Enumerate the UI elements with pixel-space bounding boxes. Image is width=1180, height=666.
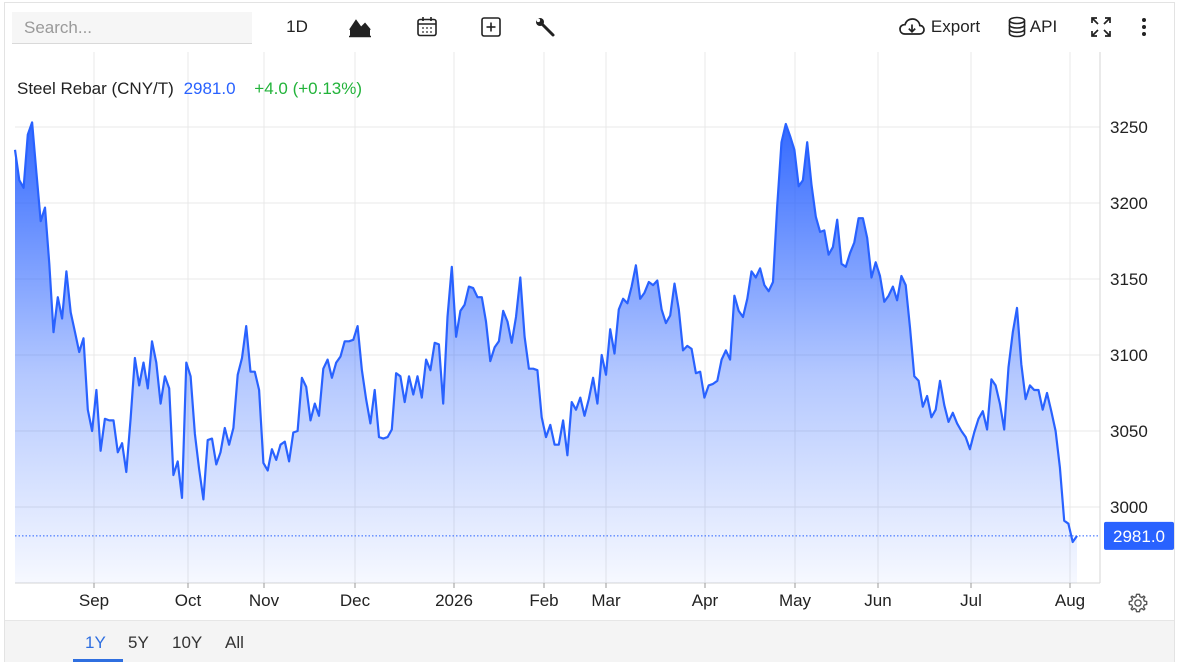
range-tab-all[interactable]: All bbox=[225, 633, 244, 652]
x-tick-label: Jul bbox=[960, 591, 982, 610]
x-tick-label: Aug bbox=[1055, 591, 1085, 610]
search-input[interactable] bbox=[12, 12, 252, 44]
chart-type-button[interactable] bbox=[346, 12, 374, 42]
calendar-icon bbox=[417, 17, 437, 37]
x-tick-label: Nov bbox=[249, 591, 280, 610]
more-vertical-icon bbox=[1142, 18, 1146, 36]
x-tick-label: Jun bbox=[864, 591, 891, 610]
y-tick-label: 3250 bbox=[1110, 118, 1148, 137]
x-tick-label: Oct bbox=[175, 591, 202, 610]
toolbar: 1D bbox=[0, 0, 1180, 50]
x-axis: Sep Oct Nov Dec 2026 Feb Mar Apr May Jun Jul Aug bbox=[79, 583, 1085, 610]
api-button[interactable]: API bbox=[1005, 12, 1059, 42]
interval-button[interactable]: 1D bbox=[283, 12, 311, 42]
interval-label: 1D bbox=[286, 17, 308, 36]
area-chart-icon bbox=[349, 19, 371, 38]
range-tab-10y[interactable]: 10Y bbox=[172, 633, 203, 652]
x-tick-label: Dec bbox=[340, 591, 371, 610]
gear-icon bbox=[1128, 593, 1148, 613]
tools-button[interactable] bbox=[532, 12, 558, 42]
price-line bbox=[13, 121, 1078, 544]
x-tick-label: Apr bbox=[692, 591, 719, 610]
cloud-download-icon bbox=[899, 18, 925, 35]
compare-button[interactable] bbox=[477, 12, 505, 42]
y-tick-label: 3050 bbox=[1110, 422, 1148, 441]
legend-price: 2981.0 bbox=[184, 79, 236, 98]
database-icon bbox=[1008, 16, 1026, 38]
y-tick-label: 3150 bbox=[1110, 270, 1148, 289]
range-tab-5y[interactable]: 5Y bbox=[128, 633, 149, 652]
x-tick-label: Mar bbox=[591, 591, 621, 610]
y-tick-label: 3200 bbox=[1110, 194, 1148, 213]
y-axis: 3000 3050 3100 3150 3200 3250 bbox=[1110, 118, 1148, 517]
active-range-indicator bbox=[73, 659, 123, 662]
date-range-button[interactable] bbox=[413, 12, 441, 42]
wrench-icon bbox=[536, 18, 555, 37]
fullscreen-icon bbox=[1091, 17, 1111, 37]
plus-box-icon bbox=[481, 17, 501, 37]
legend: Steel Rebar (CNY/T) 2981.0 +4.0 (+0.13%) bbox=[17, 79, 362, 98]
export-label: Export bbox=[930, 17, 981, 36]
more-menu-button[interactable] bbox=[1134, 12, 1154, 42]
range-tab-1y[interactable]: 1Y bbox=[85, 633, 106, 652]
last-price-label: 2981.0 bbox=[1113, 527, 1165, 546]
export-button[interactable]: Export bbox=[895, 12, 983, 42]
range-bar: 1Y 5Y 10Y All bbox=[5, 620, 1174, 662]
x-tick-label: May bbox=[779, 591, 812, 610]
legend-change: +4.0 (+0.13%) bbox=[254, 79, 362, 98]
legend-name: Steel Rebar (CNY/T) bbox=[17, 79, 174, 98]
api-label: API bbox=[1029, 17, 1058, 36]
x-tick-label: Feb bbox=[529, 591, 558, 610]
fullscreen-button[interactable] bbox=[1088, 12, 1114, 42]
chart-settings-button[interactable] bbox=[1127, 592, 1149, 619]
last-price-badge: 2981.0 bbox=[1104, 521, 1174, 550]
y-tick-label: 3000 bbox=[1110, 498, 1148, 517]
x-tick-label: Sep bbox=[79, 591, 109, 610]
y-tick-label: 3100 bbox=[1110, 346, 1148, 365]
price-area bbox=[15, 122, 1077, 584]
x-tick-label: 2026 bbox=[435, 591, 473, 610]
